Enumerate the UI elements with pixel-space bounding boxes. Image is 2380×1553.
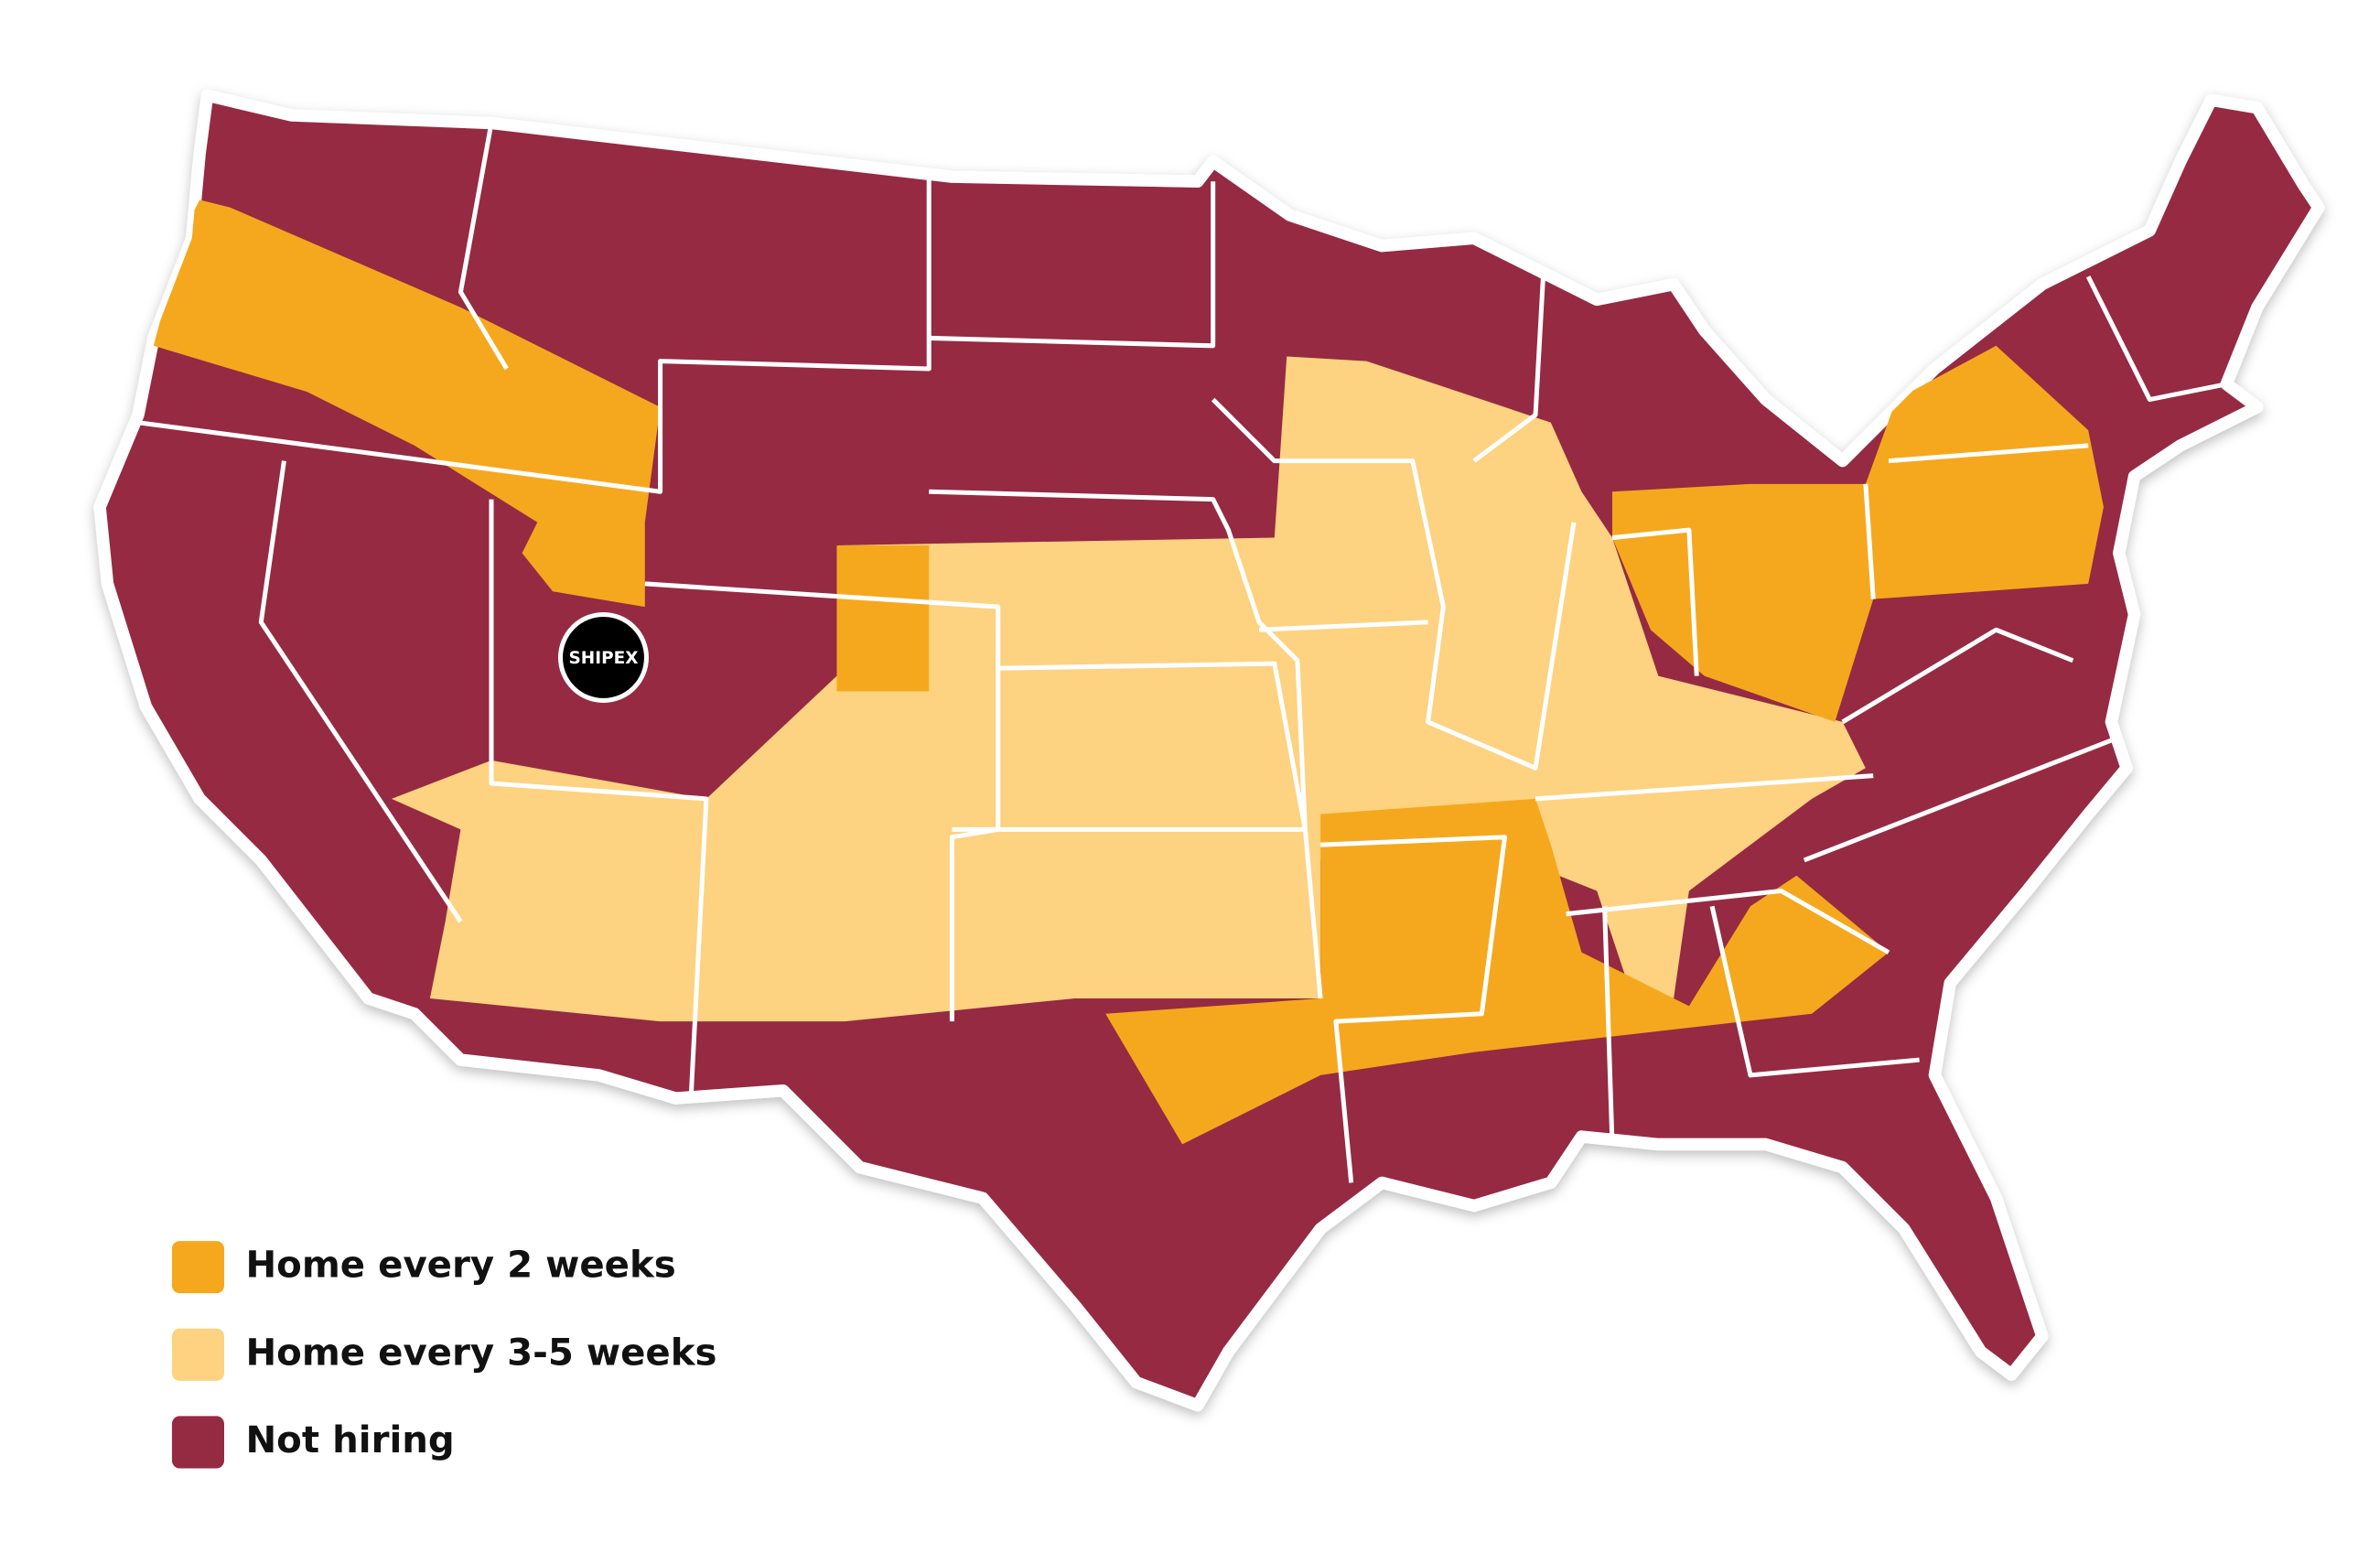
legend-label: Home every 2 weeks	[245, 1245, 675, 1287]
legend-swatch	[171, 1328, 224, 1381]
legend: Home every 2 weeks Home every 3-5 weeks No…	[171, 1241, 716, 1469]
state-borders	[137, 123, 2227, 1183]
legend-label: Home every 3-5 weeks	[245, 1332, 716, 1374]
zone-2-weeks	[153, 200, 661, 608]
legend-label: Not hiring	[245, 1419, 454, 1461]
zone-2-weeks	[836, 545, 930, 692]
logo-badge	[557, 611, 649, 703]
logo-text: SHIPEX	[569, 649, 639, 668]
legend-swatch	[171, 1416, 224, 1469]
legend-swatch	[171, 1241, 224, 1294]
zone-2-weeks	[1105, 798, 1890, 1145]
zones	[153, 200, 2104, 1145]
logo: SHIPEX	[557, 611, 649, 703]
zone-2-weeks	[1611, 345, 2104, 722]
